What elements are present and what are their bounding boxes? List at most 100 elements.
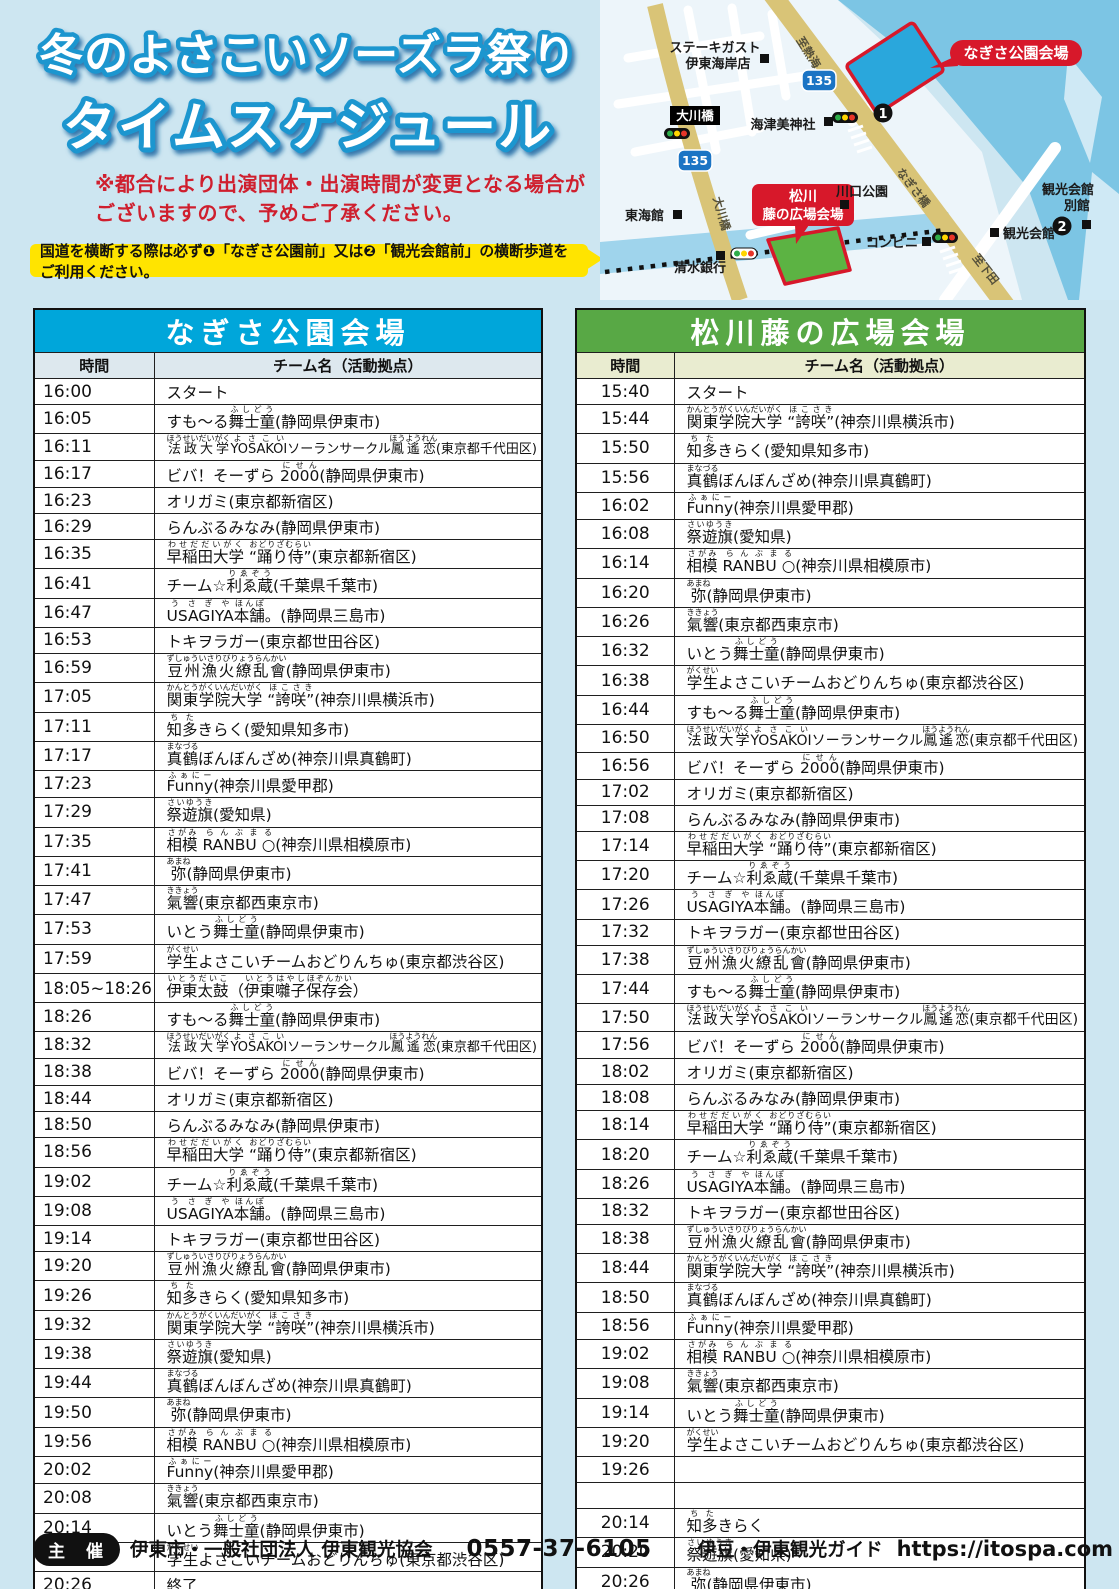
schedule-row: 16:08 祭遊旗さいゆうき(愛知県) [575,519,1086,550]
time-cell: 16:23 [33,487,155,515]
time-cell: 20:08 [33,1483,155,1514]
schedule-row: 19:02 相模さがみ RANBU ○らんぶまる(神奈川県相模原市) [575,1339,1086,1370]
schedule-row: 16:26 氣響ききょう(東京都西東京市) [575,606,1086,638]
time-cell: 18:26 [575,1168,675,1199]
team-cell: 学生がくせいよさこいチームおどりんちゅ(東京都渋谷区) [153,943,543,974]
column-header-team: チーム名（活動拠点） [153,352,543,379]
svg-text:松川: 松川 [789,188,817,205]
schedule-row: 18:20 チーム☆利ゑ蔵りゑぞう(千葉県千葉市) [575,1139,1086,1170]
team-cell: Funnyふぁにー(神奈川県愛甲郡) [153,770,543,799]
team-cell: 早稲田大学わせだだいがく “踊り侍”おどりざむらい(東京都新宿区) [673,1110,1086,1141]
time-cell: 18:38 [575,1223,675,1255]
team-cell: 真鶴まなづるぼんぼんざめ(神奈川県真鶴町) [673,1282,1086,1313]
schedule-row: 17:26 USAGIYAうさぎや本舗ほんぽ。(静岡県三島市) [575,889,1086,920]
team-cell: オリガミ(東京都新宿区) [153,487,543,515]
schedule-row: 16:14 相模さがみ RANBU ○らんぶまる(神奈川県相模原市) [575,548,1086,579]
schedule-row: 16:29 らんぶるみなみ(静岡県伊東市) [33,513,543,541]
time-cell: 18:56 [33,1137,155,1168]
kanko-kaikan-annex-label-2: 別館 [1063,198,1090,214]
website-url[interactable]: https://itospa.com [896,1537,1114,1561]
time-cell: 17:41 [33,855,155,887]
schedule-row: 20:20 祭遊旗さいゆうき(愛知県) [575,1537,1086,1568]
schedule-row: 15:50 知多ちたきらく(愛知県知多市) [575,433,1086,464]
schedule-row: 17:11 知多ちたきらく(愛知県知多市) [33,711,543,742]
time-cell: 17:29 [33,797,155,828]
schedule-row: 16:20 弥あまね(静岡県伊東市) [575,577,1086,608]
team-cell: 弥あまね(静岡県伊東市) [673,1566,1086,1589]
team-cell: 相模さがみ RANBU ○らんぶまる(神奈川県相模原市) [153,1426,543,1457]
team-cell: 豆州漁火繚乱會ずしゅういさりびりょうらんかい(静岡県伊東市) [153,1251,543,1282]
time-cell: 16:53 [33,626,155,654]
organizer-badge: 主 催 [33,1532,120,1566]
time-cell: 18:05~18:26 [33,972,155,1004]
team-cell: 氣響ききょう(東京都西東京市) [673,606,1086,638]
time-cell: 17:53 [33,914,155,945]
time-cell: 16:56 [575,751,675,780]
schedule-row: 19:32 関東学院大学かんとうがくいんだいがく “誇咲”ほこさき(神奈川県横浜市… [33,1309,543,1340]
team-cell: 祭遊旗さいゆうき(愛知県) [673,519,1086,550]
team-cell: USAGIYAうさぎや本舗ほんぽ。(静岡県三島市) [673,889,1086,920]
tokaikan-label: 東海館 [625,208,664,224]
phone-number: 0557-37-6105 [466,1536,652,1562]
time-cell: 19:02 [575,1339,675,1370]
schedule-row: 16:11 法政大学ほうせいだいがくYOSAKOIよさこいソーランサークル鳳遙恋ほ… [33,433,543,461]
team-cell: 関東学院大学かんとうがくいんだいがく “誇咲”ほこさき(神奈川県横浜市) [673,1253,1086,1284]
time-cell: 20:26 [575,1566,675,1589]
team-cell: 学生がくせいよさこいチームおどりんちゅ(東京都渋谷区) [673,665,1086,696]
venue-map: 135 135 大川橋 1 2 [600,0,1119,300]
team-cell: 真鶴まなづるぼんぼんざめ(神奈川県真鶴町) [153,1368,543,1399]
crossing-instruction-text: 国道を横断する際は必ず❶「なぎさ公園前」又は❷「観光会館前」の横断歩道をご利用く… [40,242,569,281]
time-cell: 18:50 [33,1111,155,1139]
okawa-bridge-badge: 大川橋 [670,106,720,125]
schedule-row: 17:17 真鶴まなづるぼんぼんざめ(神奈川県真鶴町) [33,740,543,772]
tourist-guide-label: 伊豆・伊東観光ガイド [697,1540,883,1561]
schedule-row: 19:14 トキヲラガー(東京都世田谷区) [33,1225,543,1253]
svg-text:135: 135 [682,153,708,168]
svg-text:1: 1 [878,107,887,122]
team-cell: オリガミ(東京都新宿区) [673,778,1086,806]
time-cell: 17:38 [575,944,675,975]
team-cell: 相模さがみ RANBU ○らんぶまる(神奈川県相模原市) [673,548,1086,579]
time-cell: 18:14 [575,1110,675,1141]
building-marker [673,54,1091,260]
team-cell: ビバ！そーずら 2000にせん(静岡県伊東市) [673,1030,1086,1060]
svg-text:大川橋: 大川橋 [676,108,714,123]
team-cell: USAGIYAうさぎや本舗ほんぽ。(静岡県三島市) [153,1195,543,1227]
schedule-row: 17:44 すも～る舞士童ふしどう(静岡県伊東市) [575,973,1086,1005]
time-cell: 17:32 [575,918,675,946]
schedule-row: 18:56 早稲田大学わせだだいがく “踊り侍”おどりざむらい(東京都新宿区) [33,1137,543,1168]
team-cell: スタート [153,378,543,405]
time-cell: 16:14 [575,548,675,579]
team-cell: 早稲田大学わせだだいがく “踊り侍”おどりざむらい(東京都新宿区) [153,539,543,570]
team-cell: Funnyふぁにー(神奈川県愛甲郡) [673,1311,1086,1341]
team-cell: 氣響ききょう(東京都西東京市) [153,885,543,916]
title-line1: 冬のよさこいソーズラ祭り [39,30,577,81]
time-cell: 19:50 [33,1397,155,1428]
time-cell: 19:56 [33,1426,155,1457]
schedule-row: 16:00 スタート [33,378,543,405]
team-cell: 相模さがみ RANBU ○らんぶまる(神奈川県相模原市) [153,826,543,857]
time-cell: 16:35 [33,539,155,570]
time-cell: 15:44 [575,403,675,435]
team-cell: 伊東太鼓いとうだいこ（伊東いとう囃子はやし保存会ほぞんかい） [153,972,543,1004]
team-cell: 関東学院大学かんとうがくいんだいがく “誇咲”ほこさき(神奈川県横浜市) [153,1309,543,1340]
kaizumi-shrine-label: 海津美神社 [750,117,815,133]
schedule-row: 18:32 トキヲラガー(東京都世田谷区) [575,1197,1086,1225]
time-cell: 16:17 [33,459,155,489]
schedule-row: 18:26 すも～る舞士童ふしどう(静岡県伊東市) [33,1002,543,1033]
time-cell: 17:05 [33,682,155,713]
crosswalk-marks [847,124,965,275]
time-cell: 16:38 [575,665,675,696]
time-cell: 19:38 [33,1338,155,1370]
time-cell: 17:17 [33,740,155,772]
schedule-row: 16:32 いとう舞士童ふしどう(静岡県伊東市) [575,636,1086,667]
organizer-name: 伊東市・一般社団法人 伊東観光協会 [130,1540,433,1561]
time-cell: 19:26 [33,1280,155,1311]
schedule-row: 18:56 Funnyふぁにー(神奈川県愛甲郡) [575,1311,1086,1341]
schedule-row: 15:40 スタート [575,378,1086,405]
team-cell: 学生がくせいよさこいチームおどりんちゅ(東京都渋谷区) [673,1426,1086,1458]
schedule-row: 19:20 豆州漁火繚乱會ずしゅういさりびりょうらんかい(静岡県伊東市) [33,1251,543,1282]
time-cell: 16:59 [33,652,155,684]
schedule-row: 20:14 知多ちたきらく [575,1508,1086,1539]
